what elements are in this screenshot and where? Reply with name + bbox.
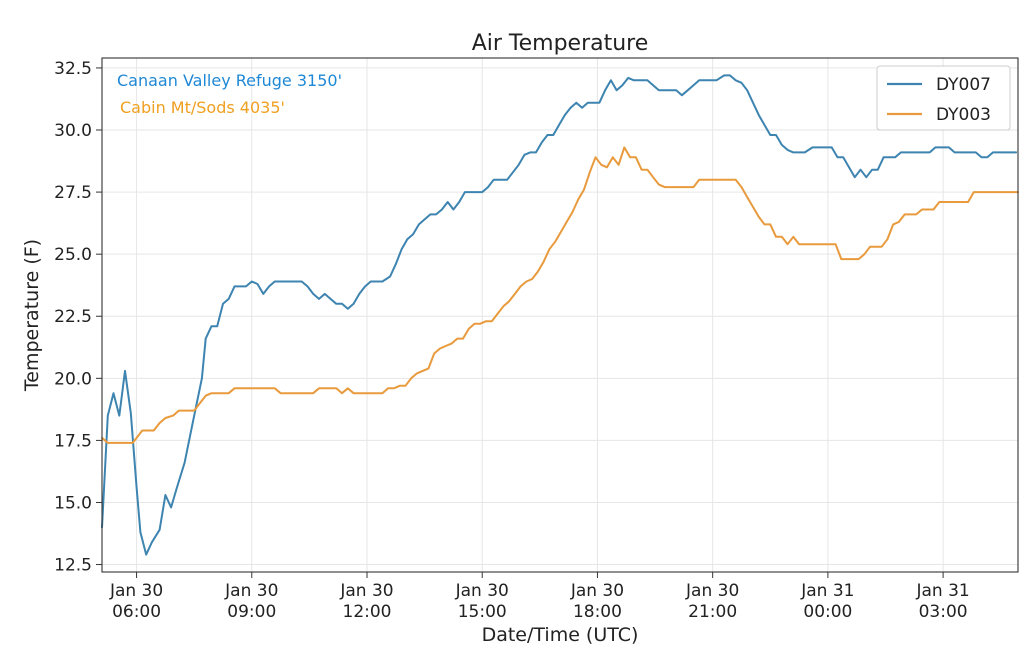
series-lines (101, 74, 1019, 556)
x-axis-title: Date/Time (UTC) (482, 624, 639, 646)
x-tick-label-date: Jan 30 (109, 581, 163, 601)
x-tick-label-date: Jan 30 (224, 581, 278, 601)
x-tick-label-time: 12:00 (343, 602, 392, 622)
plot-frame (101, 57, 1019, 573)
x-tick-label-time: 03:00 (919, 602, 968, 622)
x-tick-label-time: 18:00 (573, 602, 622, 622)
x-tick-label-date: Jan 30 (685, 581, 739, 601)
y-tick-label: 20.0 (54, 369, 92, 389)
annotation-canaan-valley: Canaan Valley Refuge 3150' (117, 71, 342, 90)
y-tick-label: 15.0 (54, 493, 92, 513)
series-line-dy003 (101, 146, 1019, 444)
y-tick-label: 25.0 (54, 245, 92, 265)
tick-labels: 12.5 15.0 17.5 20.0 22.5 25.0 27.5 30.0 32.5 Jan … (54, 59, 970, 622)
y-tick-label: 30.0 (54, 121, 92, 141)
x-tick-label-date: Jan 31 (800, 581, 854, 601)
x-tick-label-date: Jan 30 (339, 581, 393, 601)
legend-label-dy003: DY003 (936, 105, 991, 125)
x-tick-label-date: Jan 31 (915, 581, 969, 601)
y-tick-label: 12.5 (54, 556, 92, 576)
x-tick-label-time: 09:00 (227, 602, 276, 622)
annotation-cabin-mt: Cabin Mt/Sods 4035' (120, 98, 285, 117)
series-line-dy007 (101, 74, 1018, 556)
x-tick-label-date: Jan 30 (455, 581, 509, 601)
y-tick-label: 17.5 (54, 431, 92, 451)
x-tick-label-date: Jan 30 (570, 581, 624, 601)
x-tick-label-time: 15:00 (458, 602, 507, 622)
x-tick-label-time: 06:00 (112, 602, 161, 622)
legend: DY007 DY003 (876, 65, 1011, 131)
legend-label-dy007: DY007 (936, 75, 991, 95)
grid-lines (102, 58, 1018, 572)
chart-title: Air Temperature (472, 31, 649, 56)
y-tick-label: 27.5 (54, 183, 92, 203)
x-tick-label-time: 21:00 (688, 602, 737, 622)
tick-marks (96, 67, 944, 578)
y-tick-label: 22.5 (54, 307, 92, 327)
y-tick-label: 32.5 (54, 59, 92, 79)
y-axis-title: Temperature (F) (21, 239, 43, 392)
x-tick-label-time: 00:00 (803, 602, 852, 622)
